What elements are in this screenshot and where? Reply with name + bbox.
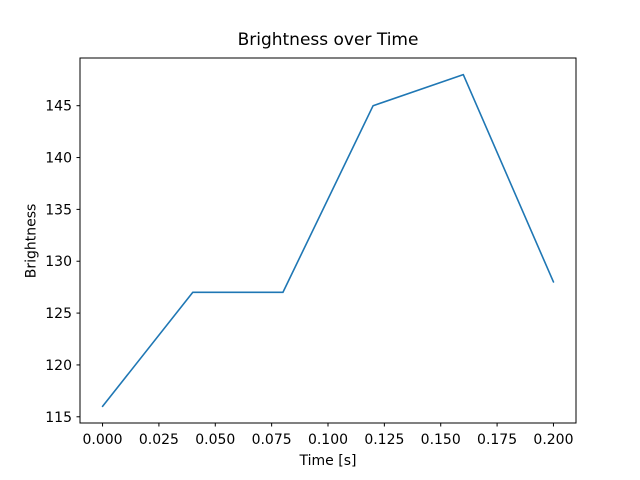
y-tick-label: 140	[45, 151, 72, 167]
x-tick-label: 0.050	[195, 432, 235, 448]
x-tick-label: 0.150	[421, 432, 461, 448]
x-axis-label: Time [s]	[299, 453, 357, 469]
y-tick-label: 130	[45, 254, 72, 270]
x-tick-label: 0.025	[139, 432, 179, 448]
y-tick-label: 115	[45, 410, 72, 426]
y-axis-label: Brightness	[23, 203, 40, 279]
x-tick-label: 0.200	[533, 432, 573, 448]
y-tick-label: 120	[45, 358, 72, 374]
axes-frame	[79, 57, 577, 424]
y-tick-label: 135	[45, 202, 72, 218]
chart-title: Brightness over Time	[237, 30, 419, 50]
data-line-brightness	[101, 73, 555, 408]
x-tick-label: 0.175	[477, 432, 517, 448]
x-tick-label: 0.000	[82, 432, 122, 448]
x-tick-label: 0.100	[308, 432, 348, 448]
x-tick-label: 0.075	[252, 432, 292, 448]
x-tick-label: 0.125	[364, 432, 404, 448]
y-tick-label: 145	[45, 99, 72, 115]
y-tick-label: 125	[45, 306, 72, 322]
